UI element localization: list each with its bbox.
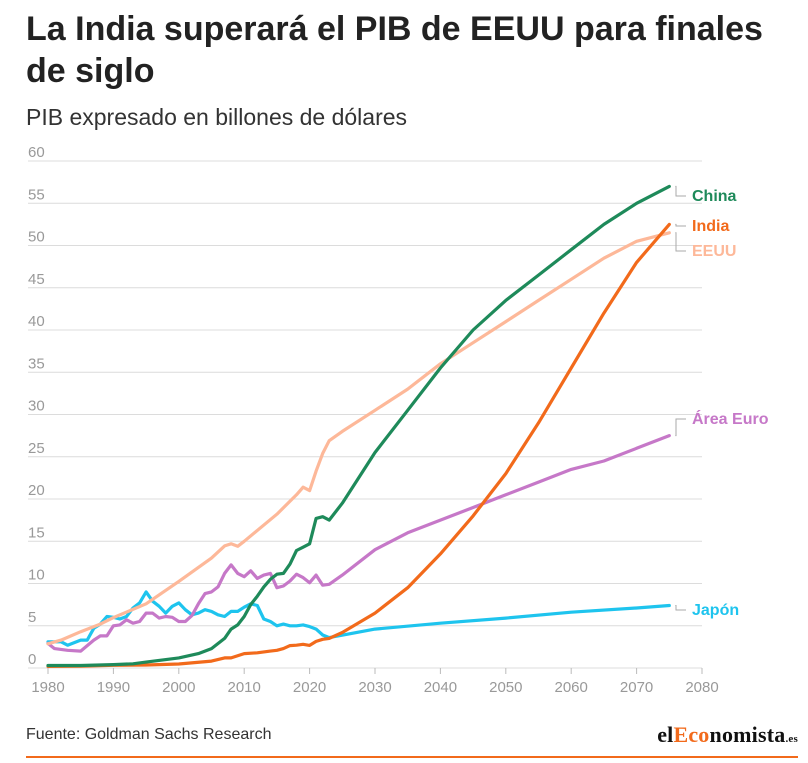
x-tick-label: 2020 <box>293 679 326 696</box>
chart-title: La India superará el PIB de EEUU para fi… <box>26 10 763 90</box>
series-lines <box>46 184 671 668</box>
label-leader-eeuu <box>675 232 686 252</box>
x-tick-label: 1990 <box>97 679 130 696</box>
x-tick-label: 2030 <box>358 679 391 696</box>
y-tick-label: 5 <box>28 609 36 626</box>
x-tick-label: 1980 <box>31 679 64 696</box>
publisher-logo[interactable]: elEconomista.es <box>657 722 798 748</box>
x-axis-ticks: 1980 1990 2000 2010 2020 2030 2040 2050 2060 2070… <box>31 668 719 696</box>
x-tick-label: 2050 <box>489 679 522 696</box>
y-tick-label: 60 <box>28 144 45 161</box>
bottom-rule <box>26 756 798 758</box>
chart-subtitle: PIB expresado en billones de dólares <box>26 104 408 130</box>
series-labels: China India EEUU Área Euro Japón <box>675 185 769 619</box>
y-tick-label: 40 <box>28 313 45 330</box>
y-tick-label: 55 <box>28 186 45 203</box>
logo-tld: .es <box>785 733 798 745</box>
y-tick-label: 35 <box>28 355 45 372</box>
y-tick-label: 15 <box>28 524 45 541</box>
x-tick-label: 2010 <box>228 679 261 696</box>
x-tick-label: 2070 <box>620 679 653 696</box>
logo-accent: Eco <box>673 722 710 747</box>
y-tick-label: 25 <box>28 440 45 457</box>
series-label-eeuu: EEUU <box>692 243 736 260</box>
series-line-india <box>46 222 671 668</box>
x-tick-label: 2080 <box>685 679 718 696</box>
grid-lines <box>28 160 702 669</box>
label-leader-india <box>675 223 686 227</box>
y-axis-ticks: 0 5 10 15 20 25 30 35 40 45 50 55 60 <box>28 144 45 668</box>
y-tick-label: 30 <box>28 398 45 415</box>
logo-suffix: nomista <box>709 722 786 747</box>
y-tick-label: 0 <box>28 651 36 668</box>
y-tick-label: 20 <box>28 482 45 499</box>
label-leader-japon <box>675 605 686 611</box>
x-tick-label: 2060 <box>555 679 588 696</box>
x-tick-label: 2040 <box>424 679 457 696</box>
series-line-area-euro <box>46 434 671 653</box>
source-note: Fuente: Goldman Sachs Research <box>26 726 272 743</box>
y-tick-label: 50 <box>28 229 45 246</box>
series-line-china <box>46 184 671 668</box>
series-label-china: China <box>692 188 737 205</box>
y-tick-label: 10 <box>28 567 45 584</box>
series-label-area-euro: Área Euro <box>692 409 769 428</box>
logo-prefix: el <box>657 722 674 747</box>
series-label-japon: Japón <box>692 602 739 619</box>
line-chart: 0 5 10 15 20 25 30 35 40 45 50 55 60 1980 1990 2000 201… <box>28 144 769 696</box>
label-leader-china <box>675 185 686 197</box>
series-label-india: India <box>692 218 729 235</box>
label-leader-area-euro <box>675 418 686 437</box>
y-tick-label: 45 <box>28 271 45 288</box>
x-tick-label: 2000 <box>162 679 195 696</box>
series-line-eeuu <box>46 231 671 646</box>
